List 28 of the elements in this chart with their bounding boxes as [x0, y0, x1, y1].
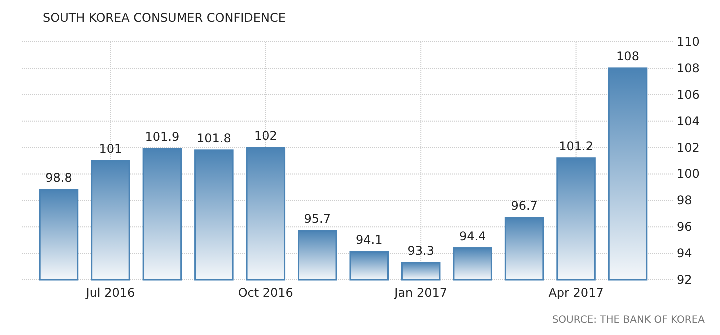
y-tick-label: 100: [677, 167, 700, 182]
source-note: SOURCE: THE BANK OF KOREA: [552, 315, 706, 326]
data-label: 101.2: [559, 139, 594, 154]
y-tick-label: 110: [677, 35, 700, 49]
y-tick-label: 106: [677, 88, 700, 102]
chart-title: SOUTH KOREA CONSUMER CONFIDENCE: [43, 11, 286, 25]
y-tick-label: 94: [677, 246, 692, 261]
data-label: 108: [616, 49, 640, 64]
y-tick-label: 92: [677, 273, 692, 287]
data-label: 95.7: [304, 212, 331, 226]
data-label: 101: [99, 142, 122, 156]
data-label: 94.4: [459, 229, 486, 244]
y-tick-label: 108: [677, 61, 700, 76]
x-tick-label: Jul 2016: [85, 286, 136, 300]
y-tick-label: 104: [677, 114, 700, 128]
data-label: 101.8: [196, 131, 232, 146]
data-label: 93.3: [408, 244, 434, 258]
y-tick-label: 102: [677, 140, 700, 155]
y-tick-label: 96: [677, 220, 692, 234]
x-tick-label: Oct 2016: [238, 286, 294, 300]
y-tick-label: 98: [677, 194, 692, 208]
data-label: 101.9: [145, 130, 180, 144]
data-label: 98.8: [46, 171, 72, 186]
data-label: 94.1: [356, 233, 383, 248]
x-tick-label: Jan 2017: [394, 286, 448, 300]
data-label: 96.7: [511, 198, 538, 213]
x-tick-label: Apr 2017: [548, 286, 604, 300]
data-label: 102: [254, 128, 278, 143]
